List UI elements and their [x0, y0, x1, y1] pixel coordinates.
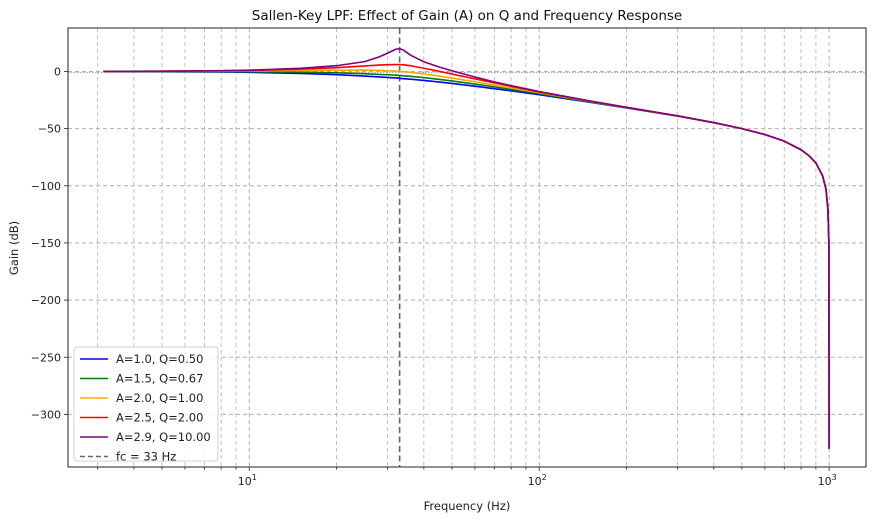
y-axis-ticks: 0 −50 −100 −150 −200 −250 −300 [31, 65, 68, 421]
legend-label: A=1.5, Q=0.67 [116, 372, 203, 386]
legend: A=1.0, Q=0.50 A=1.5, Q=0.67 A=2.0, Q=1.00 A… [73, 346, 219, 464]
chart-title: Sallen-Key LPF: Effect of Gain (A) on Q … [252, 8, 682, 24]
axes-frame [67, 27, 867, 468]
legend-label: fc = 33 Hz [116, 450, 176, 464]
y-tick-label: −200 [31, 294, 61, 307]
y-tick-label: −150 [31, 237, 61, 250]
x-tick-label: 101 [238, 473, 257, 488]
x-tick-label: 102 [528, 473, 547, 488]
y-tick-label: −100 [31, 180, 61, 193]
y-axis-label: Gain (dB) [7, 221, 21, 275]
legend-box [73, 346, 219, 462]
x-axis-ticks: 101 102 103 [97, 467, 837, 488]
y-tick-label: 0 [54, 65, 61, 78]
legend-label: A=2.0, Q=1.00 [116, 391, 203, 405]
y-tick-label: −50 [38, 123, 61, 136]
y-tick-label: −250 [31, 351, 61, 364]
x-tick-label: 103 [818, 473, 837, 488]
legend-label: A=2.9, Q=10.00 [116, 430, 211, 444]
legend-label: A=1.0, Q=0.50 [116, 352, 203, 366]
y-tick-label: −300 [31, 408, 61, 421]
grid [68, 28, 866, 467]
series-line [103, 47, 830, 449]
x-axis-label: Frequency (Hz) [424, 499, 511, 513]
legend-label: A=2.5, Q=2.00 [116, 411, 203, 425]
plot-area [103, 47, 830, 449]
